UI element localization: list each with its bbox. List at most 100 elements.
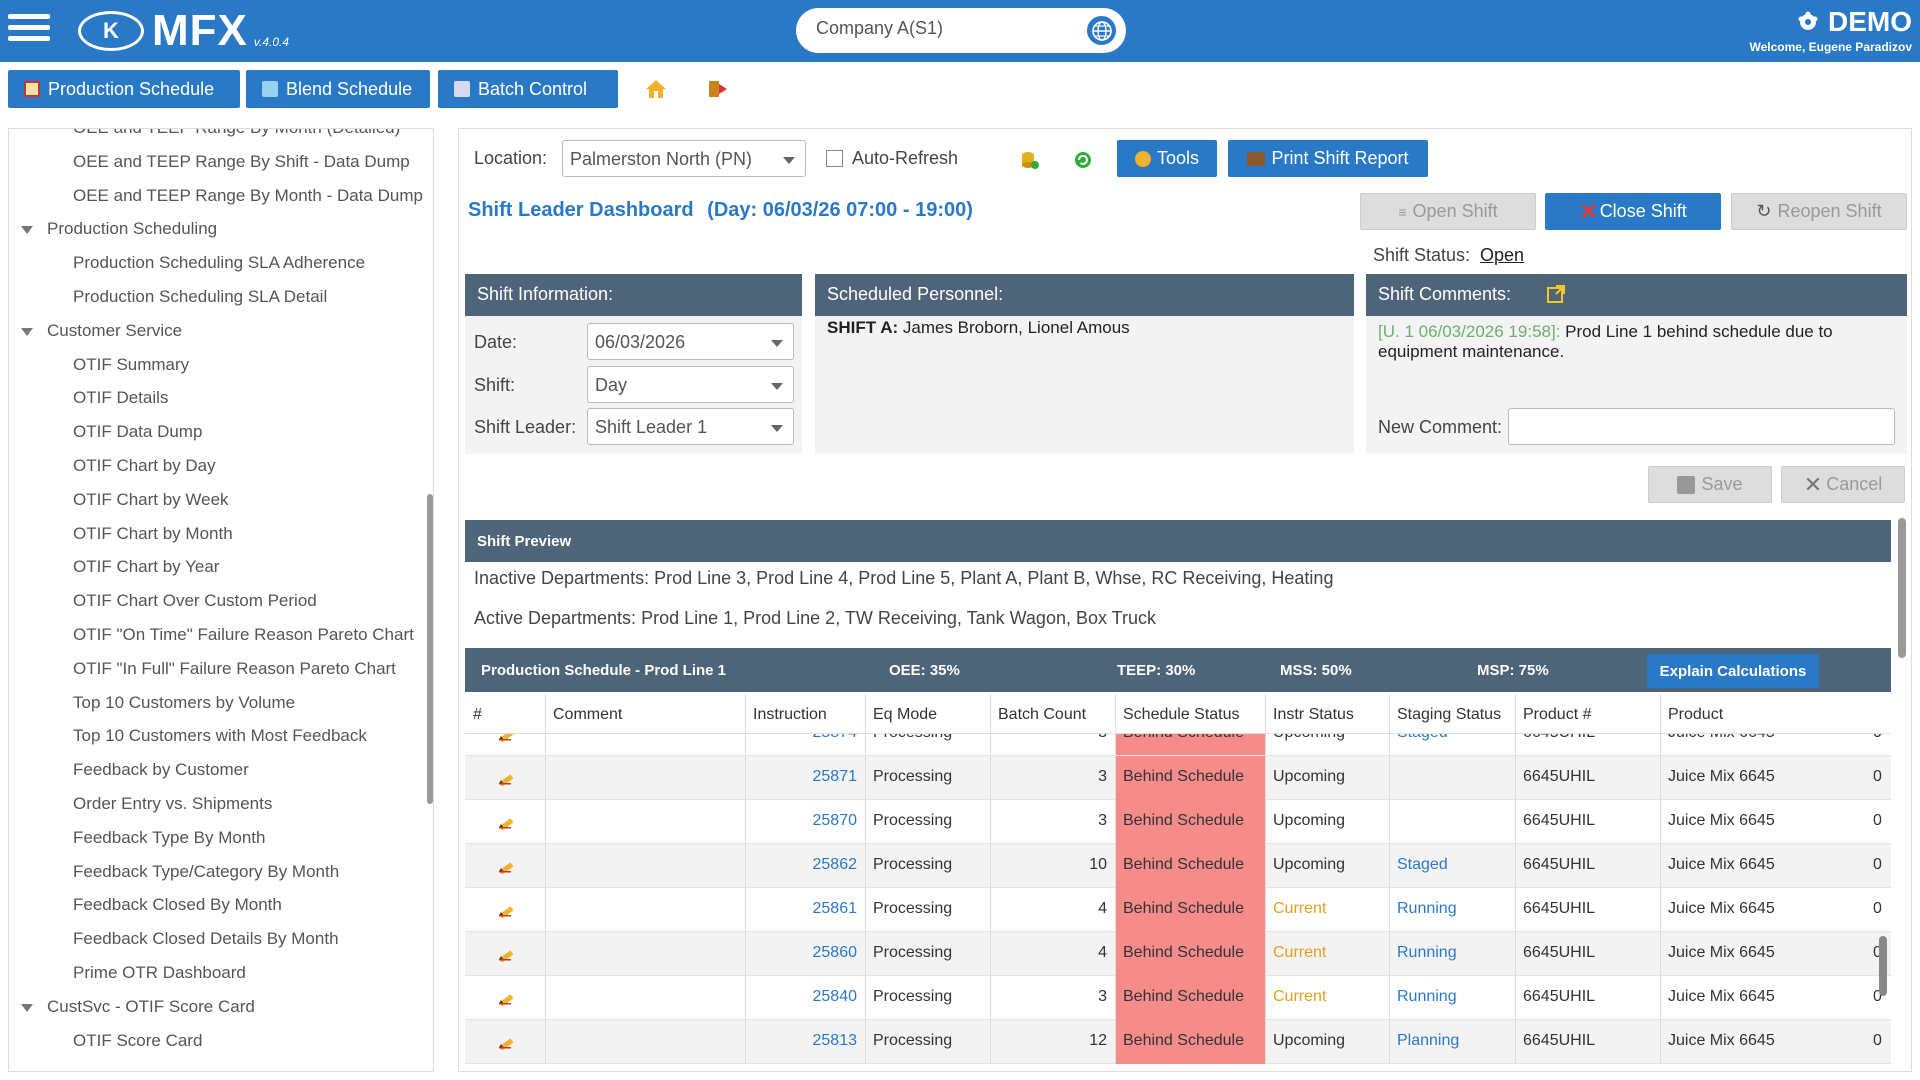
edit-icon[interactable] — [497, 768, 515, 787]
sidebar-item[interactable]: OTIF Summary — [73, 354, 190, 374]
sidebar-item[interactable]: OEE and TEEP Range By Shift - Data Dump — [73, 151, 410, 171]
sidebar-item[interactable]: OTIF Chart by Year — [73, 557, 220, 577]
close-shift-button[interactable]: ✕ Close Shift — [1545, 193, 1721, 230]
shift-select[interactable]: Day — [587, 366, 794, 403]
table-row[interactable]: Behind Schedule 25860 Processing 4 Current Ru… — [465, 932, 1891, 976]
main-scrollbar[interactable] — [1898, 518, 1906, 658]
sidebar-item[interactable]: Production Scheduling SLA Adherence — [73, 253, 366, 273]
shift-value: Day — [595, 375, 628, 395]
sidebar-item[interactable]: Feedback Type/Category By Month — [73, 861, 340, 881]
instruction-link[interactable]: 25871 — [812, 768, 858, 785]
open-shift-button[interactable]: ≡ Open Shift — [1360, 193, 1536, 230]
column-header[interactable]: Comment — [553, 706, 623, 723]
instruction-link[interactable]: 25860 — [812, 944, 858, 961]
expand-arrow-icon[interactable] — [21, 327, 33, 336]
sidebar-item[interactable]: Feedback Type By Month — [73, 827, 266, 847]
expand-arrow-icon[interactable] — [21, 1003, 33, 1012]
column-header[interactable]: # — [473, 706, 482, 723]
logout-icon[interactable] — [707, 78, 729, 100]
sidebar-group[interactable]: CustSvc - OTIF Score Card — [47, 996, 255, 1016]
print-shift-report-button[interactable]: Print Shift Report — [1228, 140, 1428, 177]
table-row[interactable]: Behind Schedule 25871 Processing 3 Upcoming 6… — [465, 756, 1891, 800]
external-link-icon[interactable] — [1546, 284, 1566, 304]
sidebar-item[interactable]: Prime OTR Dashboard — [73, 963, 246, 982]
reopen-shift-button[interactable]: ↻ Reopen Shift — [1731, 193, 1907, 230]
instruction-link[interactable]: 25870 — [812, 812, 858, 829]
production-schedule-button[interactable]: Production Schedule — [8, 70, 240, 108]
table-row[interactable]: Behind Schedule 25870 Processing 3 Upcoming 6… — [465, 800, 1891, 844]
database-add-icon[interactable] — [1020, 150, 1040, 170]
instruction-link[interactable]: 25813 — [812, 1032, 858, 1049]
column-header[interactable]: Schedule Status — [1123, 706, 1240, 723]
eq-mode-cell: Processing — [873, 734, 952, 742]
grid-scrollbar[interactable] — [1879, 936, 1887, 996]
settings-icon[interactable] — [1796, 9, 1820, 33]
sidebar-item[interactable]: OTIF Score Card — [73, 1030, 203, 1050]
column-header[interactable]: Eq Mode — [873, 706, 938, 723]
sidebar-item[interactable]: OTIF Chart by Week — [73, 489, 229, 509]
edit-icon[interactable] — [497, 988, 515, 1007]
globe-icon[interactable] — [1085, 14, 1118, 47]
edit-icon[interactable] — [497, 856, 515, 875]
column-header[interactable]: Product # — [1523, 706, 1592, 723]
sidebar-item[interactable]: OTIF Chart by Day — [73, 456, 216, 475]
column-header[interactable]: Batch Count — [998, 706, 1087, 723]
sidebar-item[interactable]: OTIF "On Time" Failure Reason Pareto Cha… — [73, 625, 414, 644]
sidebar-item[interactable]: Top 10 Customers by Volume — [73, 692, 296, 712]
edit-icon[interactable] — [497, 812, 515, 831]
location-select[interactable]: Palmerston North (PN) — [562, 140, 806, 177]
company-selector[interactable]: Company A(S1) — [796, 8, 1126, 53]
edit-icon[interactable] — [497, 734, 515, 743]
instruction-link[interactable]: 25862 — [812, 856, 858, 873]
instruction-link[interactable]: 25874 — [745, 734, 858, 742]
column-header[interactable]: Staging Status — [1397, 706, 1502, 723]
save-button[interactable]: Save — [1648, 466, 1772, 503]
sidebar-scrollbar[interactable] — [427, 494, 433, 804]
table-row[interactable]: Behind Schedule 25861 Processing 4 Current Ru… — [465, 888, 1891, 932]
auto-refresh-checkbox[interactable] — [826, 150, 843, 167]
sidebar-item[interactable]: OEE and TEEP Range By Month - Data Dump — [73, 185, 423, 205]
edit-icon[interactable] — [497, 944, 515, 963]
table-row[interactable]: Behind Schedule 25874 Processing 3 Upcoming S… — [465, 734, 1891, 756]
sidebar-item[interactable]: OTIF Chart by Month — [73, 523, 233, 543]
batch-control-button[interactable]: Batch Control — [438, 70, 618, 108]
hamburger-menu-icon[interactable] — [8, 14, 50, 48]
sidebar-group[interactable]: Customer Service — [47, 320, 183, 340]
instruction-link[interactable]: 25840 — [812, 988, 858, 1005]
new-comment-input[interactable] — [1508, 408, 1895, 445]
date-select[interactable]: 06/03/2026 — [587, 323, 794, 360]
sidebar-item[interactable]: Top 10 Customers with Most Feedback — [73, 726, 367, 746]
expand-arrow-icon[interactable] — [21, 226, 33, 235]
home-icon[interactable] — [645, 78, 667, 100]
blend-schedule-button[interactable]: Blend Schedule — [246, 70, 430, 108]
column-header[interactable]: Product — [1668, 706, 1724, 723]
column-divider — [745, 976, 746, 1020]
sidebar-group[interactable]: Production Scheduling — [47, 219, 218, 239]
cancel-button[interactable]: ✕ Cancel — [1781, 466, 1905, 503]
shift-leader-select[interactable]: Shift Leader 1 — [587, 408, 794, 445]
edit-icon[interactable] — [497, 1032, 515, 1051]
edit-icon[interactable] — [497, 900, 515, 919]
table-row[interactable]: Behind Schedule 25840 Processing 3 Current Ru… — [465, 976, 1891, 1020]
tools-button[interactable]: Tools — [1117, 140, 1217, 177]
sidebar-item[interactable]: OTIF Chart Over Custom Period — [73, 591, 317, 611]
sidebar-item[interactable]: Order Entry vs. Shipments — [73, 794, 273, 813]
sidebar-item[interactable]: Feedback Closed Details By Month — [73, 929, 339, 949]
shift-status-link[interactable]: Open — [1480, 245, 1525, 265]
instr-status-cell: Current — [1273, 900, 1327, 917]
table-row[interactable]: Behind Schedule 25813 Processing 12 Upcoming… — [465, 1020, 1891, 1064]
instruction-link[interactable]: 25861 — [812, 900, 858, 917]
sidebar-item[interactable]: Feedback by Customer — [73, 760, 249, 780]
close-shift-label: Close Shift — [1599, 201, 1687, 221]
column-header[interactable]: Instr Status — [1273, 706, 1354, 723]
sidebar-item[interactable]: OTIF Details — [73, 388, 169, 408]
column-header[interactable]: Instruction — [753, 706, 827, 723]
sidebar-item[interactable]: Feedback Closed By Month — [73, 895, 282, 915]
explain-calculations-button[interactable]: Explain Calculations — [1647, 654, 1819, 688]
sidebar-item[interactable]: OTIF Data Dump — [73, 422, 203, 442]
sidebar-item[interactable]: OEE and TEEP Range By Month (Detailed) — [73, 129, 400, 138]
table-row[interactable]: Behind Schedule 25862 Processing 10 Upcoming… — [465, 844, 1891, 888]
refresh-icon[interactable] — [1073, 150, 1093, 170]
sidebar-item[interactable]: Production Scheduling SLA Detail — [73, 287, 328, 306]
sidebar-item[interactable]: OTIF "In Full" Failure Reason Pareto Cha… — [73, 658, 396, 678]
